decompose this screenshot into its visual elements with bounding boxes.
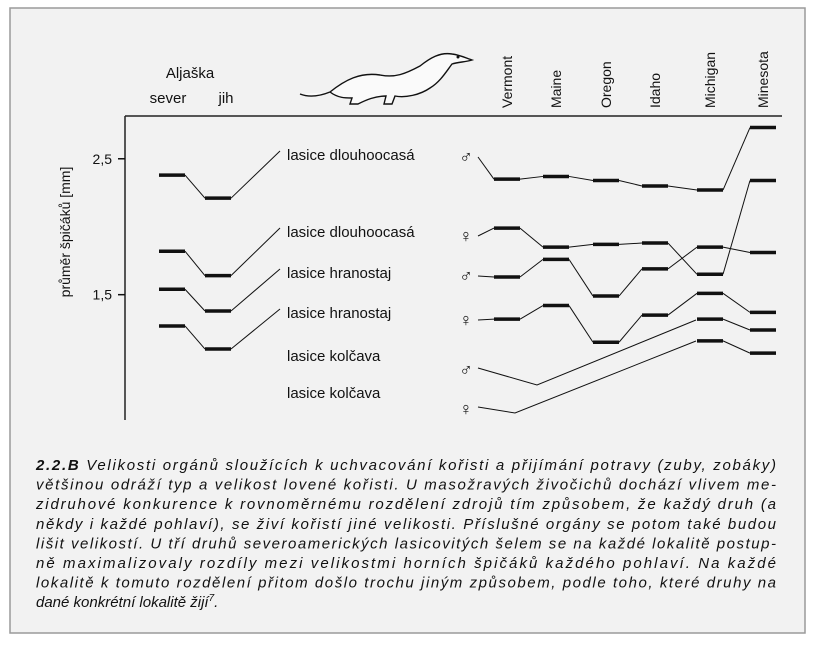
connector [722,127,751,191]
connector [722,340,751,354]
connector [667,242,698,275]
x-category-label: Minesota [755,51,771,108]
series-sex: ♂ [459,360,473,380]
connector [184,174,206,199]
connector [667,185,698,191]
caption-text: lokalitě k tomuto rozdělení přitom došlo… [36,575,776,592]
caption-line: 2.2.B Velikosti orgánů sloužících k uchv… [35,457,776,474]
connector [477,319,697,386]
connector [667,292,698,316]
connector [568,175,594,182]
series-label: lasice dlouhoocasá [287,147,415,164]
series-sex: ♂ [459,147,473,167]
caption-line: lišit velikostí. U tří druhů severoameri… [36,535,776,552]
weasel-eye [456,55,460,59]
connector [618,268,643,297]
panel [9,7,806,634]
y-tick-label: 2,5 [93,151,113,167]
caption-line: zidruhové konkurence k rovnoměrnému rozd… [35,496,776,513]
connector [519,258,544,278]
caption-text: většinou odráží typ a velikost lovené ko… [36,477,776,494]
connector [722,180,751,275]
caption-text: dané konkrétní lokalitě žijí [36,594,210,611]
x-category-label: Maine [548,70,564,108]
connector [519,305,544,320]
series-sex: ♀ [459,310,473,330]
connector [519,227,544,248]
series-label: lasice hranostaj [287,265,391,282]
series-label: lasice hranostaj [287,305,391,322]
x-category-label: Vermont [499,56,515,108]
connector [618,314,643,343]
connector [477,275,495,278]
caption-line: dané konkrétní lokalitě žijí7. [36,593,218,611]
connector [618,242,643,245]
series-sex: ♀ [459,399,473,419]
weasel-illustration [299,52,475,105]
caption-line: lokalitě k tomuto rozdělení přitom došlo… [36,575,776,592]
connector [722,318,751,331]
connector [722,292,751,313]
y-tick-label: 1,5 [93,287,113,303]
connector [618,180,643,187]
connector [667,246,698,270]
series-label: lasice dlouhoocasá [287,224,415,241]
caption-text: ně maximalizovaly rozdíly mezi velikostm… [36,555,776,572]
connector [184,250,206,276]
x-category-label: Michigan [702,52,718,108]
group-label: Aljaška [166,65,215,82]
connector [477,156,495,180]
connector [568,305,594,343]
connector [184,325,206,350]
caption-line: ně maximalizovaly rozdíly mezi velikostm… [36,555,776,572]
caption-text: Velikosti orgánů sloužících k uchvacován… [80,457,776,474]
connector [230,268,281,312]
connector [230,150,281,199]
series-label: lasice kolčava [287,385,381,402]
caption-line: většinou odráží typ a velikost lovené ko… [36,477,776,494]
connector [568,259,594,297]
y-axis-label: průměr špičáků [mm] [57,167,73,298]
connector [184,288,206,312]
caption-text: lišit velikostí. U tří druhů severoameri… [36,535,776,552]
caption-tail: . [214,594,218,611]
x-category-label: Oregon [598,61,614,108]
connector [519,175,544,180]
connector [568,243,594,248]
connector [477,227,495,237]
connector [477,318,495,321]
series-label: lasice kolčava [287,348,381,365]
x-category-label: jih [217,90,233,107]
series-sex: ♀ [459,226,473,246]
x-category-label: Idaho [647,73,663,108]
connector [722,246,751,254]
caption-label: 2.2.B [35,457,79,474]
caption-text: zidruhové konkurence k rovnoměrnému rozd… [35,496,776,513]
x-category-label: sever [150,90,187,107]
footnote-ref: 7 [209,593,215,604]
connector [477,340,697,414]
series-sex: ♂ [459,266,473,286]
connector [230,227,281,277]
connector [230,308,281,350]
